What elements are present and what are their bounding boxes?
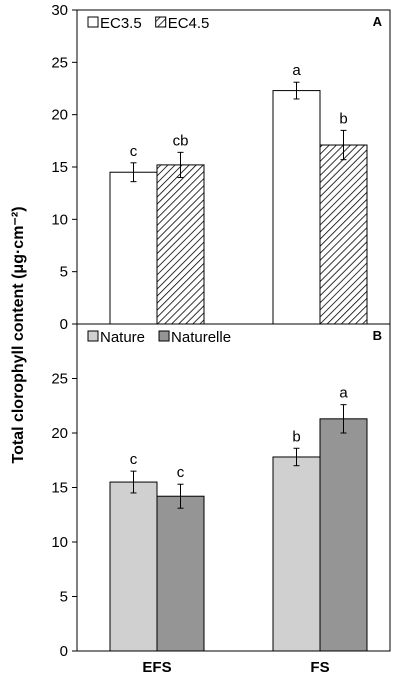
y-tick-label: 25 bbox=[51, 54, 68, 71]
significance-letter: b bbox=[292, 428, 300, 445]
legend-swatch bbox=[158, 330, 170, 342]
y-axis-label: Total clorophyll content (μg·cm⁻²) bbox=[10, 206, 27, 463]
x-category-label: EFS bbox=[142, 659, 171, 676]
legend-label: EC3.5 bbox=[100, 15, 142, 32]
significance-letter: a bbox=[339, 385, 348, 402]
y-tick-label: 5 bbox=[60, 589, 68, 606]
panel-B: B 0 5 10 15 20 25 c b c a Nature Naturelle EFS FS bbox=[51, 323, 391, 676]
legend-label: EC4.5 bbox=[168, 15, 210, 32]
legend-label: Nature bbox=[100, 329, 145, 346]
legend-swatch bbox=[87, 16, 99, 28]
y-tick-label: 20 bbox=[51, 107, 68, 124]
y-tick-label: 25 bbox=[51, 371, 68, 388]
significance-letter: c bbox=[177, 464, 185, 481]
bar-nature-fs bbox=[272, 456, 321, 652]
y-tick-label: 5 bbox=[60, 264, 68, 281]
bar-ec4.5-efs bbox=[156, 164, 205, 325]
legend-label: Naturelle bbox=[171, 329, 231, 346]
significance-letter: c bbox=[130, 143, 138, 160]
significance-letter: c bbox=[130, 451, 138, 468]
x-category-label: FS bbox=[310, 659, 329, 676]
y-tick-label: 0 bbox=[60, 316, 68, 333]
bar-naturelle-fs bbox=[319, 418, 368, 652]
legend-swatch bbox=[87, 330, 99, 342]
y-tick-label: 15 bbox=[51, 480, 68, 497]
y-tick-label: 15 bbox=[51, 159, 68, 176]
panel-letter: A bbox=[373, 14, 383, 29]
y-tick-label: 10 bbox=[51, 534, 68, 551]
y-tick-label: 0 bbox=[60, 643, 68, 660]
bar-ec4.5-fs bbox=[319, 144, 368, 325]
panel-letter: B bbox=[373, 328, 382, 343]
significance-letter: b bbox=[339, 110, 347, 127]
significance-letter: a bbox=[292, 62, 301, 79]
bar-ec3.5-efs bbox=[109, 171, 158, 325]
significance-letter: cb bbox=[173, 132, 189, 149]
panel-A: A 0 5 10 15 20 25 30 c a cb b EC3.5 EC4.5 bbox=[51, 2, 391, 333]
legend-swatch bbox=[155, 16, 167, 28]
y-tick-label: 10 bbox=[51, 211, 68, 228]
y-tick-label: 30 bbox=[51, 2, 68, 19]
bar-naturelle-efs bbox=[156, 495, 205, 652]
bar-nature-efs bbox=[109, 481, 158, 652]
y-tick-label: 20 bbox=[51, 425, 68, 442]
bar-ec3.5-fs bbox=[272, 90, 321, 325]
